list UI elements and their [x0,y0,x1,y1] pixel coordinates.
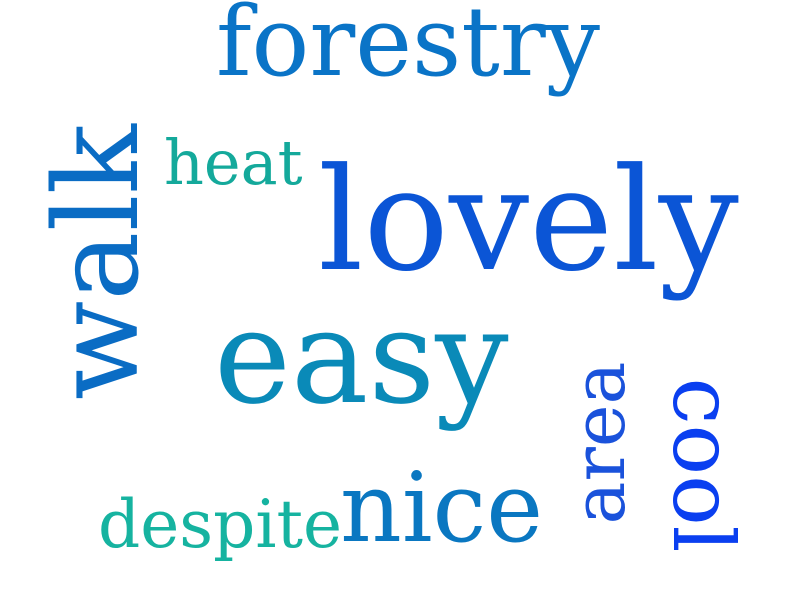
word-heat: heat [164,126,303,199]
word-cool: cool [654,377,752,553]
word-forestry: forestry [216,0,600,98]
word-despite: despite [98,486,343,563]
word-nice: nice [340,452,544,564]
word-lovely: lovely [318,138,739,303]
word-walk: walk [30,124,165,400]
word-area: area [557,361,641,525]
word-easy: easy [214,281,509,433]
